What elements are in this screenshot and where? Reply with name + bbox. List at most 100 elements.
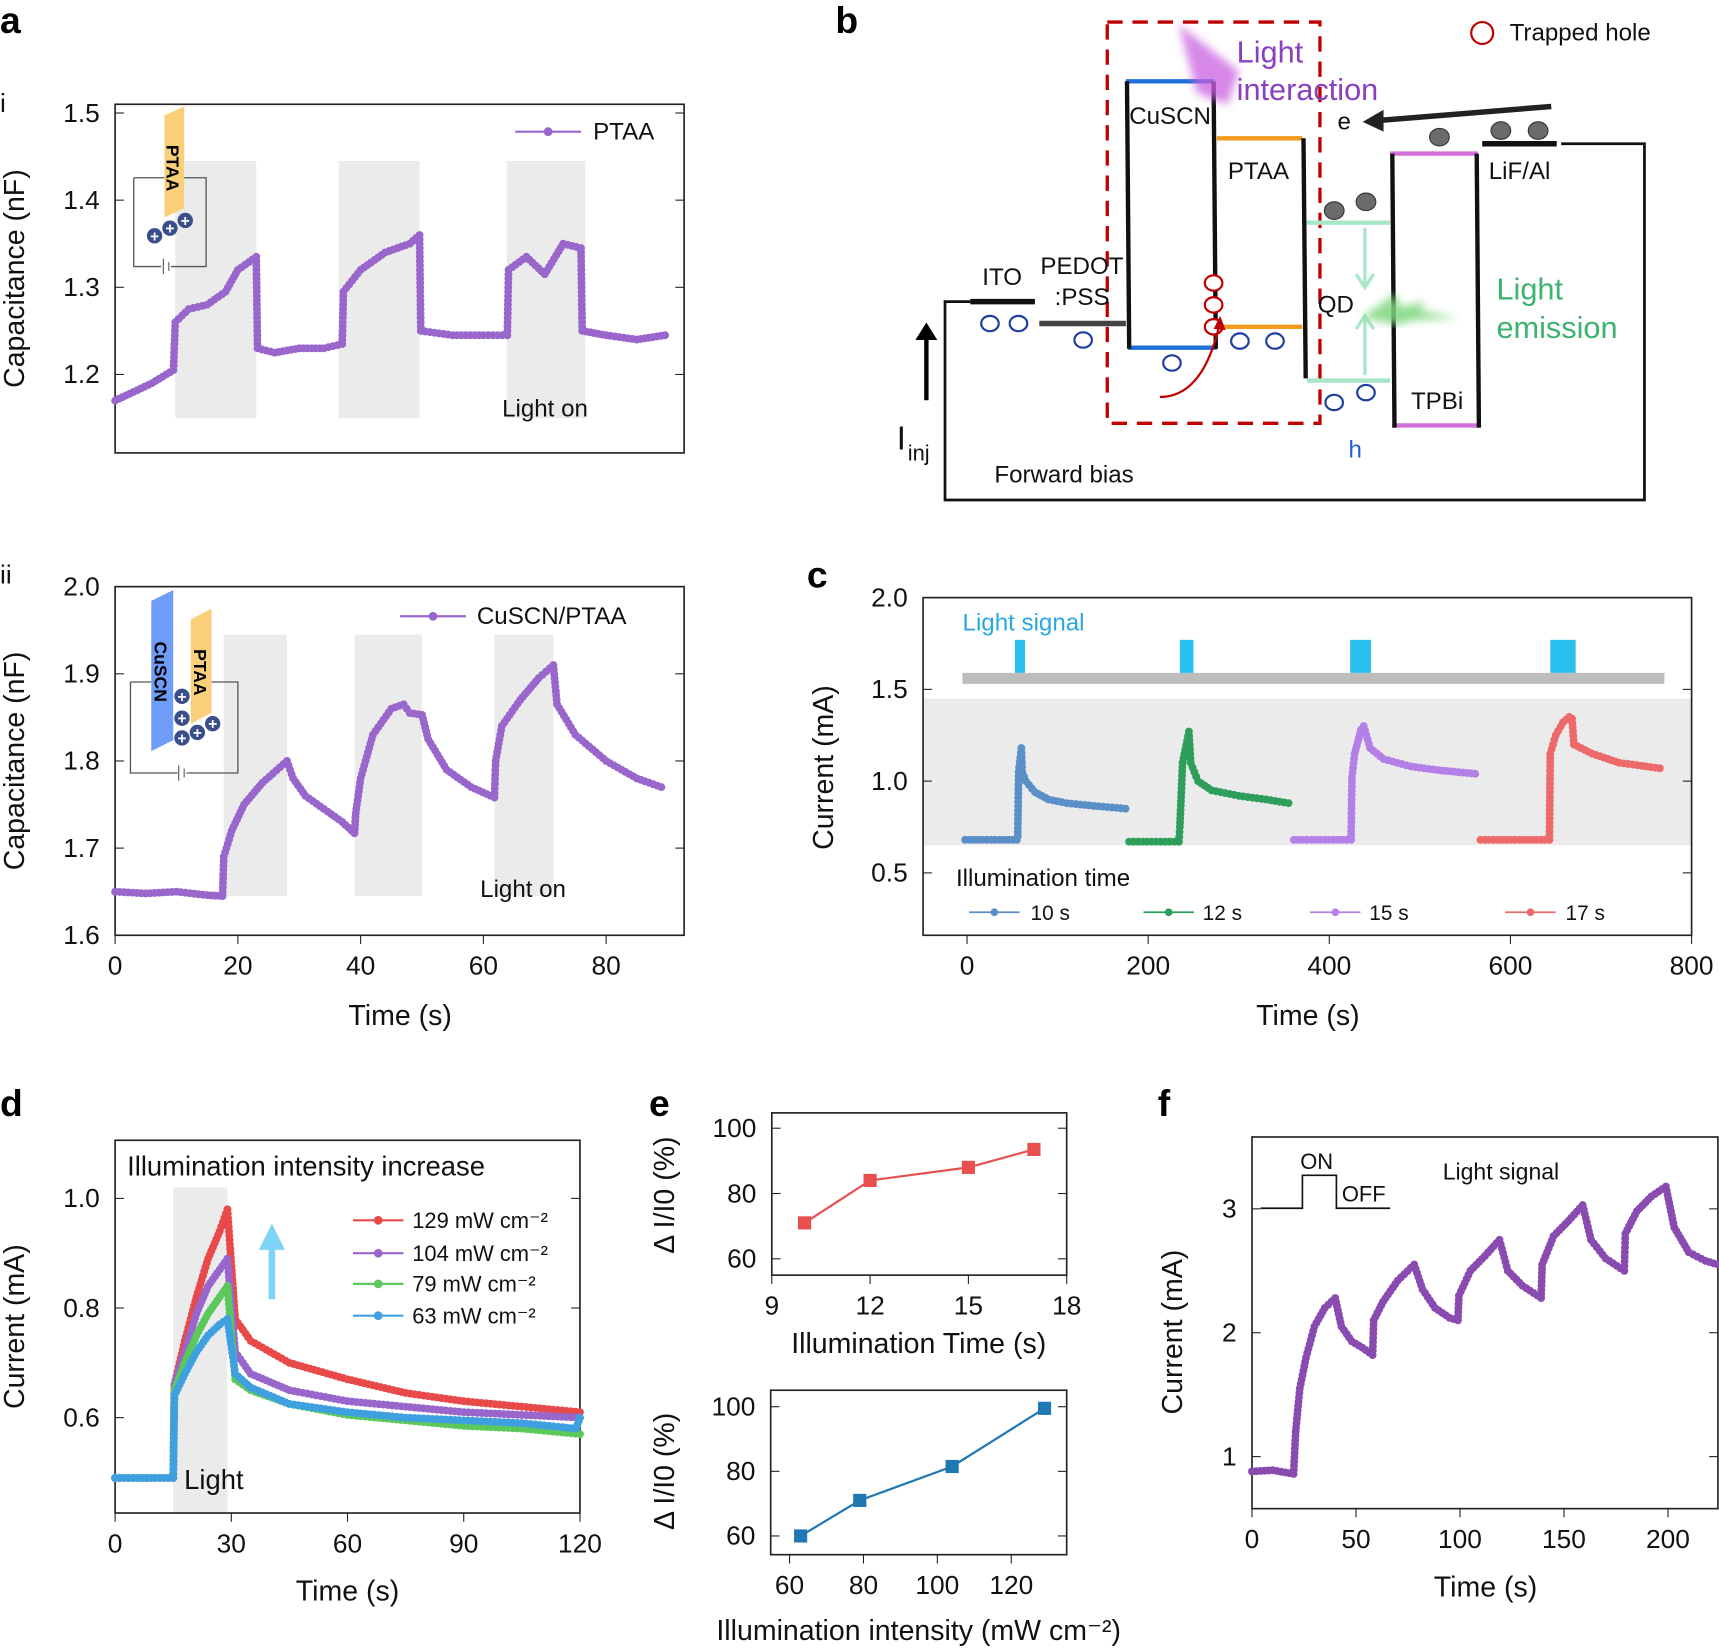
y-tick-label: 2.0 [63, 571, 100, 601]
y-tick-label: 1.5 [871, 674, 908, 704]
legend-marker [1331, 908, 1340, 917]
data-point [575, 1408, 584, 1417]
panel-label-a: a [0, 0, 21, 41]
y-tick-label: 1 [1222, 1441, 1237, 1471]
data-point [1471, 769, 1480, 778]
d-legend: 129 mW cm⁻² 104 mW cm⁻² 79 mW cm⁻² 63 mW cm… [353, 1208, 548, 1328]
x-tick-label: 200 [1126, 951, 1170, 981]
cuscn-label: CuSCN [1129, 103, 1211, 130]
x-tick-label: 50 [1341, 1524, 1370, 1554]
lif-al-label: LiF/Al [1489, 158, 1551, 185]
pedot-label-2: :PSS [1055, 284, 1110, 311]
legend-label: 15 s [1369, 902, 1408, 925]
y-tick-label: 1.4 [63, 185, 100, 215]
d-ylabel: Current (mA) [0, 1244, 31, 1409]
a-i-ylabel: Capacitance (nF) [0, 169, 31, 388]
a-i-light-on: Light on [502, 396, 588, 423]
forward-bias-label: Forward bias [994, 462, 1133, 489]
hole-plus: + [178, 711, 187, 728]
c-legend-title: Illumination time [956, 865, 1130, 892]
d-title: Illumination intensity increase [127, 1150, 485, 1181]
a-ii-device-inset: CuSCN PTAA + + + + + [129, 589, 239, 781]
data-point [657, 783, 666, 792]
qd-label: QD [1318, 292, 1354, 319]
tpbi-label: TPBi [1411, 388, 1463, 415]
c-xlabel: Time (s) [1256, 1000, 1359, 1032]
x-tick-label: 120 [558, 1528, 602, 1558]
legend-marker [373, 1215, 383, 1225]
a-i-legend-label: PTAA [593, 118, 655, 145]
y-tick-label: 100 [713, 1113, 757, 1143]
series-line [803, 1148, 1035, 1224]
legend-label: 63 mW cm⁻² [412, 1303, 536, 1328]
hole-plus: + [178, 689, 187, 706]
legend-marker [990, 908, 999, 917]
d-xlabel: Time (s) [296, 1576, 399, 1608]
a-ii-legend-label: CuSCN/PTAA [477, 603, 628, 630]
x-tick-label: 60 [469, 951, 498, 981]
e-top-ylabel: Δ I/I0 (%) [649, 1136, 681, 1253]
y-tick-label: 1.3 [63, 272, 100, 302]
light-interaction-label-2: interaction [1237, 72, 1379, 107]
y-tick-label: 60 [727, 1244, 756, 1274]
legend-marker [373, 1311, 383, 1321]
hole-trap-arrow-icon [1159, 321, 1222, 399]
y-tick-label: 60 [726, 1521, 755, 1551]
panel-label-f: f [1158, 1082, 1171, 1124]
cuscn-band [1124, 81, 1132, 349]
e-top-xlabel: Illumination Time (s) [791, 1328, 1046, 1360]
panel-label-e: e [649, 1082, 670, 1124]
y-tick-label: 0.8 [63, 1293, 100, 1323]
y-tick-label: 1.6 [63, 920, 100, 950]
a-ii-legend-marker [428, 611, 438, 621]
x-tick-label: 600 [1489, 951, 1533, 981]
illumination-shading [506, 160, 586, 419]
data-point [1027, 1142, 1041, 1157]
chart-e-bottom: 60 80 100 120 60 80 100 [711, 1389, 1068, 1600]
injection-current-label: I [897, 420, 906, 457]
y-tick-label: 1.0 [63, 1183, 100, 1213]
chart-f: 0 50 100 150 200 1 2 3 [1222, 1136, 1719, 1554]
light-emission-label-2: emission [1496, 310, 1617, 345]
y-tick-label: 1.7 [63, 833, 100, 863]
c-ylabel: Current (mA) [808, 685, 840, 850]
chart-d: 0 30 60 90 120 0.6 0.8 1.0 [63, 1139, 602, 1558]
energy-band-diagram: Trapped hole Light interaction CuSCN PTA… [897, 20, 1651, 502]
legend-label: 104 mW cm⁻² [412, 1241, 548, 1266]
x-tick-label: 150 [1542, 1524, 1586, 1554]
data-point [1713, 1260, 1719, 1269]
y-tick-label: 80 [726, 1456, 755, 1486]
f-xlabel: Time (s) [1434, 1571, 1537, 1603]
data-point [661, 331, 670, 340]
legend-label: 79 mW cm⁻² [412, 1272, 536, 1297]
data-point [1655, 764, 1664, 773]
light-emission-icon [1361, 293, 1459, 325]
charts-layer: 1.21.31.41.50 20 40 60 801.61.71.81.92.00 200… [63, 98, 1719, 1600]
panel-label-ii: ii [0, 559, 12, 589]
x-tick-label: 0 [108, 1528, 123, 1558]
y-tick-label: 1.0 [871, 766, 908, 796]
hole-label: h [1348, 436, 1361, 463]
panel-label-d: d [0, 1082, 23, 1124]
series-line [1251, 1184, 1719, 1476]
x-tick-label: 20 [223, 951, 252, 981]
a-ii-ylabel: Capacitance (nF) [0, 652, 31, 871]
ptaa-layer [190, 608, 212, 724]
panel-label-b: b [835, 0, 858, 41]
x-tick-label: 9 [764, 1291, 779, 1321]
a-xlabel: Time (s) [348, 1000, 451, 1032]
e-bottom-ylabel: Δ I/I0 (%) [649, 1413, 681, 1530]
panel-label-c: c [807, 554, 828, 596]
data-point [1037, 1401, 1052, 1415]
y-tick-label: 0.6 [63, 1402, 100, 1432]
illumination-shading [175, 160, 257, 419]
data-point [863, 1173, 877, 1188]
data-point [961, 1160, 975, 1174]
legend-marker [1164, 908, 1173, 917]
cuscn-layer-label: CuSCN [151, 641, 171, 701]
legend-label: 12 s [1203, 902, 1242, 925]
illumination-shading [338, 160, 420, 419]
light-signal-baseline [962, 672, 1665, 684]
x-tick-label: 200 [1646, 1524, 1690, 1554]
plot-frame [922, 596, 1693, 937]
